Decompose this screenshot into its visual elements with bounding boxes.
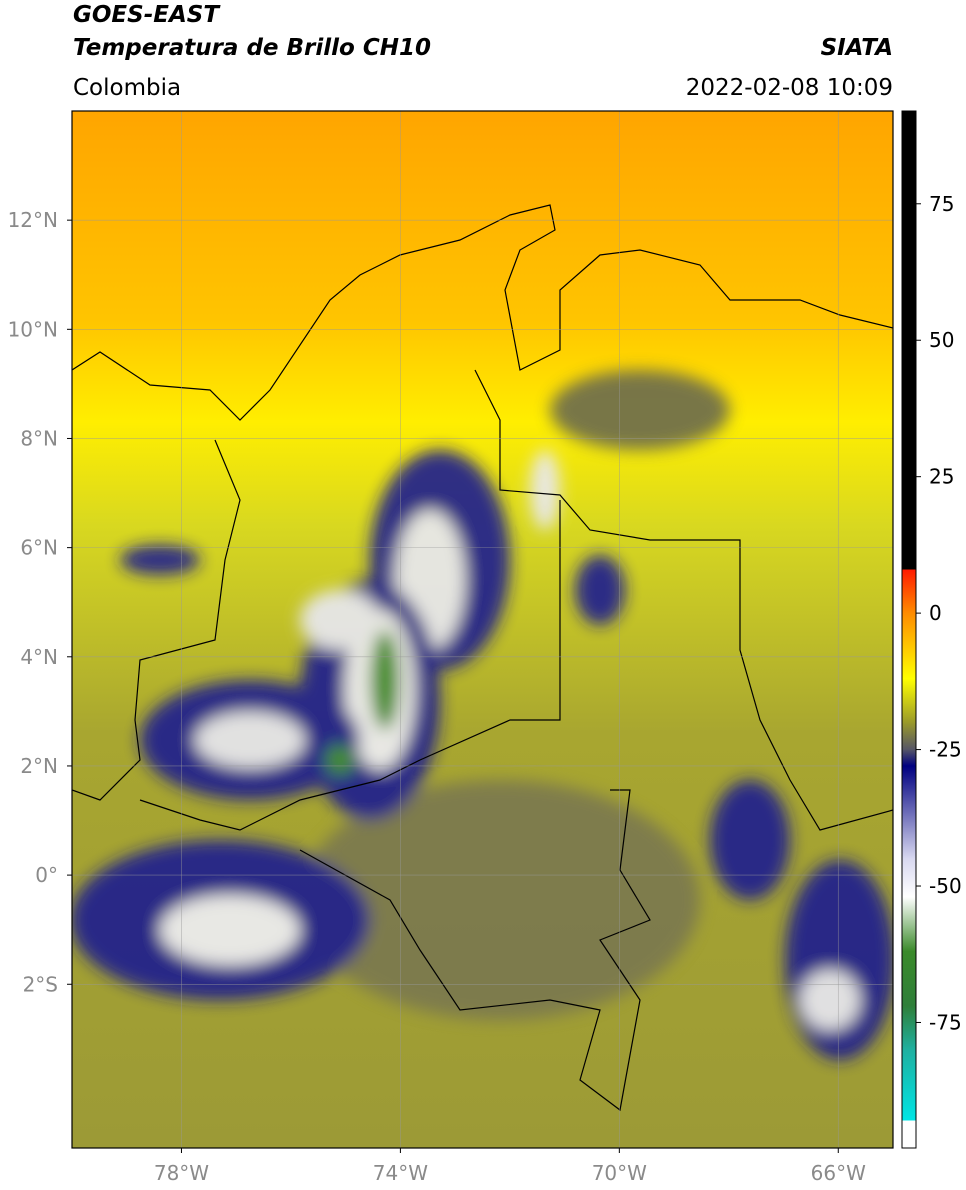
y-tick-label: 8°N xyxy=(20,426,58,450)
colorbar-tick-label: 50 xyxy=(929,328,954,352)
map-frame xyxy=(71,110,894,1149)
y-tick-label: 2°S xyxy=(23,972,58,996)
colorbar-tick-label: -50 xyxy=(929,874,962,898)
y-tick-label: 10°N xyxy=(8,317,58,341)
x-tick-label: 66°W xyxy=(811,1161,866,1185)
title: GOES-EAST xyxy=(73,2,221,28)
y-tick-label: 6°N xyxy=(20,536,58,560)
y-tick-label: 0° xyxy=(35,863,58,887)
y-tick-label: 12°N xyxy=(8,208,58,232)
x-tick-label: 70°W xyxy=(592,1161,647,1185)
source: SIATA xyxy=(821,35,893,61)
colorbar-tick-label: 75 xyxy=(929,192,954,216)
colorbar-tick-label: 25 xyxy=(929,465,954,489)
subtitle: Temperatura de Brillo CH10 xyxy=(73,35,431,61)
grid xyxy=(72,111,893,1148)
region: Colombia xyxy=(73,75,181,101)
map-image xyxy=(72,111,893,1148)
colorbar-tick-label: -25 xyxy=(929,738,962,762)
y-tick-label: 4°N xyxy=(20,645,58,669)
colorbar xyxy=(901,110,917,1149)
colorbar-tick-label: -75 xyxy=(929,1010,962,1034)
x-tick-label: 78°W xyxy=(154,1161,209,1185)
colorbar-tick-label: 0 xyxy=(929,601,942,625)
y-tick-label: 2°N xyxy=(20,754,58,778)
x-tick-label: 74°W xyxy=(373,1161,428,1185)
datetime: 2022-02-08 10:09 xyxy=(686,75,893,101)
